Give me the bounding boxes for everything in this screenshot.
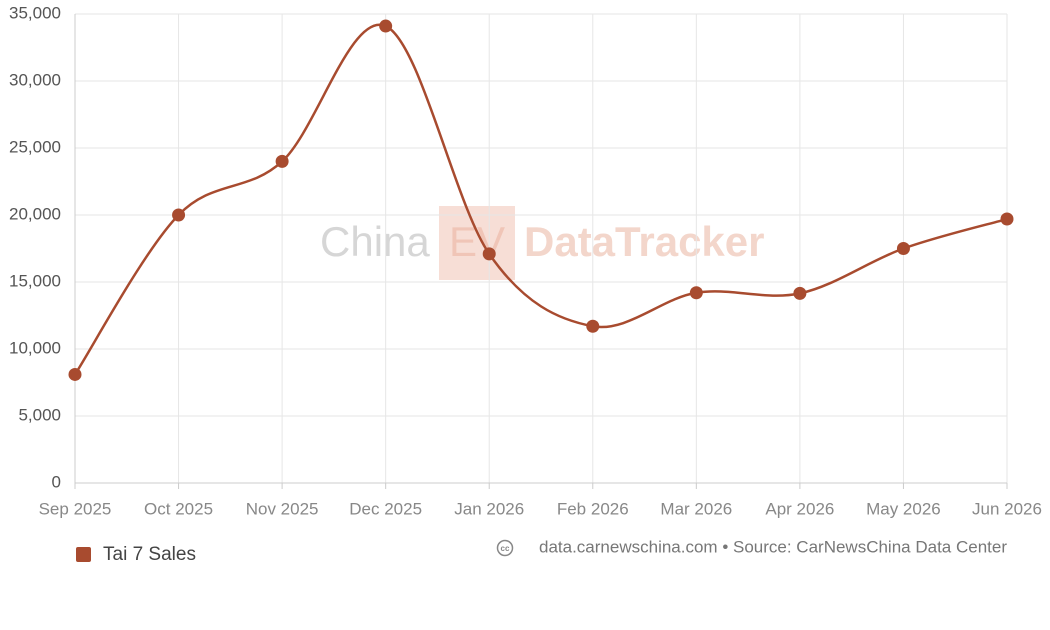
x-tick-label: Sep 2025 <box>39 499 112 518</box>
y-tick-label: 25,000 <box>9 137 61 156</box>
watermark-text: China <box>320 218 430 265</box>
y-tick-label: 20,000 <box>9 204 61 223</box>
y-tick-label: 35,000 <box>9 3 61 22</box>
data-point <box>379 19 393 33</box>
y-tick-label: 10,000 <box>9 338 61 357</box>
data-point <box>896 242 910 255</box>
source: data.carnewschina.com • Source: CarNewsC… <box>539 537 1007 556</box>
x-tick-label: Jun 2026 <box>972 499 1042 518</box>
y-tick-label: 30,000 <box>9 70 61 89</box>
data-point <box>689 286 703 300</box>
watermark-text: DataTracker <box>524 218 765 265</box>
y-tick-label: 5,000 <box>18 405 61 424</box>
data-point <box>275 154 289 168</box>
data-point <box>586 319 600 333</box>
watermark-text: EV <box>449 218 505 265</box>
series-line <box>73 23 1008 376</box>
cc-icon-text: cc <box>501 544 510 553</box>
x-tick-label: Feb 2026 <box>557 499 629 518</box>
x-tick-label: Apr 2026 <box>765 499 834 518</box>
x-tick-label: Dec 2025 <box>349 499 422 518</box>
y-tick-label: 15,000 <box>9 271 61 290</box>
x-tick-label: Oct 2025 <box>144 499 213 518</box>
data-point <box>68 367 82 381</box>
legend-swatch <box>76 547 91 562</box>
x-tick-label: May 2026 <box>866 499 941 518</box>
x-tick-label: Jan 2026 <box>454 499 524 518</box>
watermark-box <box>439 206 515 280</box>
legend-label: Tai 7 Sales <box>103 544 196 565</box>
data-point <box>793 286 807 300</box>
x-tick-label: Nov 2025 <box>246 499 319 518</box>
watermark: China EV DataTracker <box>320 206 765 280</box>
x-tick-label: Mar 2026 <box>660 499 732 518</box>
data-point <box>1000 212 1014 226</box>
data-point <box>482 247 496 261</box>
y-tick-label: 0 <box>52 472 61 491</box>
data-point <box>172 208 186 222</box>
cc-icon <box>496 539 514 557</box>
